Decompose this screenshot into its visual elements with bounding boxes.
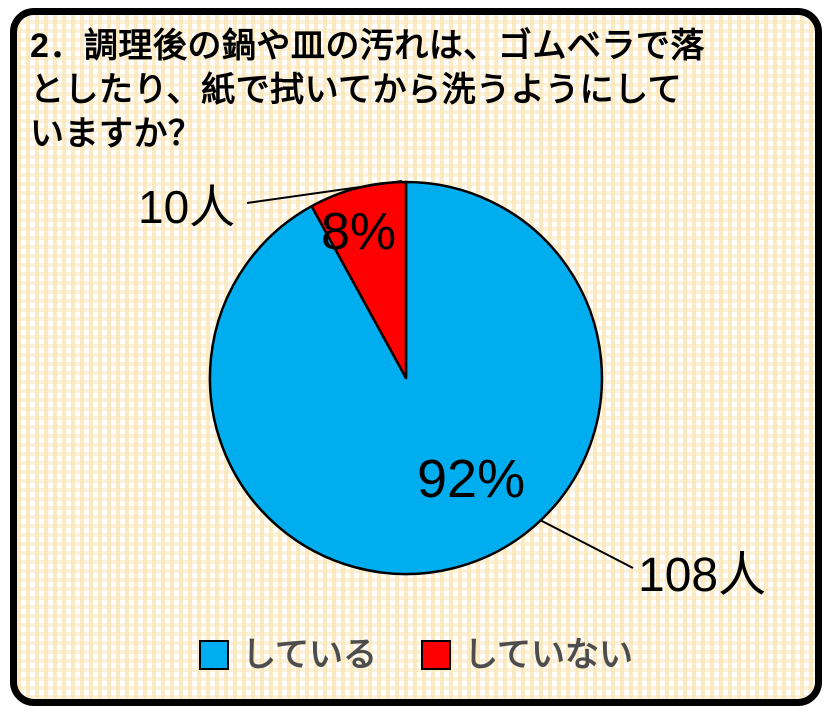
label-doing-percent: 92%: [417, 449, 526, 509]
legend-label-not-doing: していない: [464, 636, 633, 674]
chart-title-line-2: としたり、紙で拭いてから洗うようにして: [30, 71, 683, 109]
chart-title-line-1: 2．調理後の鍋や皿の汚れは、ゴムベラで落: [30, 27, 705, 65]
legend-swatch-doing: [199, 640, 230, 670]
label-not-doing-count: 10人: [138, 181, 236, 233]
label-not-doing-percent: 8%: [321, 203, 397, 261]
leader-line-doing: [539, 519, 634, 569]
legend-item-doing: している: [199, 638, 377, 672]
chart-title-line-3: いますか？: [30, 115, 203, 153]
legend-item-not-doing: していない: [421, 638, 633, 672]
legend-swatch-not-doing: [421, 640, 451, 670]
label-doing-count: 108人: [638, 549, 767, 602]
leader-line-not-doing: [246, 180, 403, 204]
legend-label-doing: している: [242, 636, 377, 674]
chart-legend: している していない: [0, 638, 832, 672]
chart-title: 2．調理後の鍋や皿の汚れは、ゴムベラで落 としたり、紙で拭いてから洗うようにして…: [30, 24, 805, 156]
